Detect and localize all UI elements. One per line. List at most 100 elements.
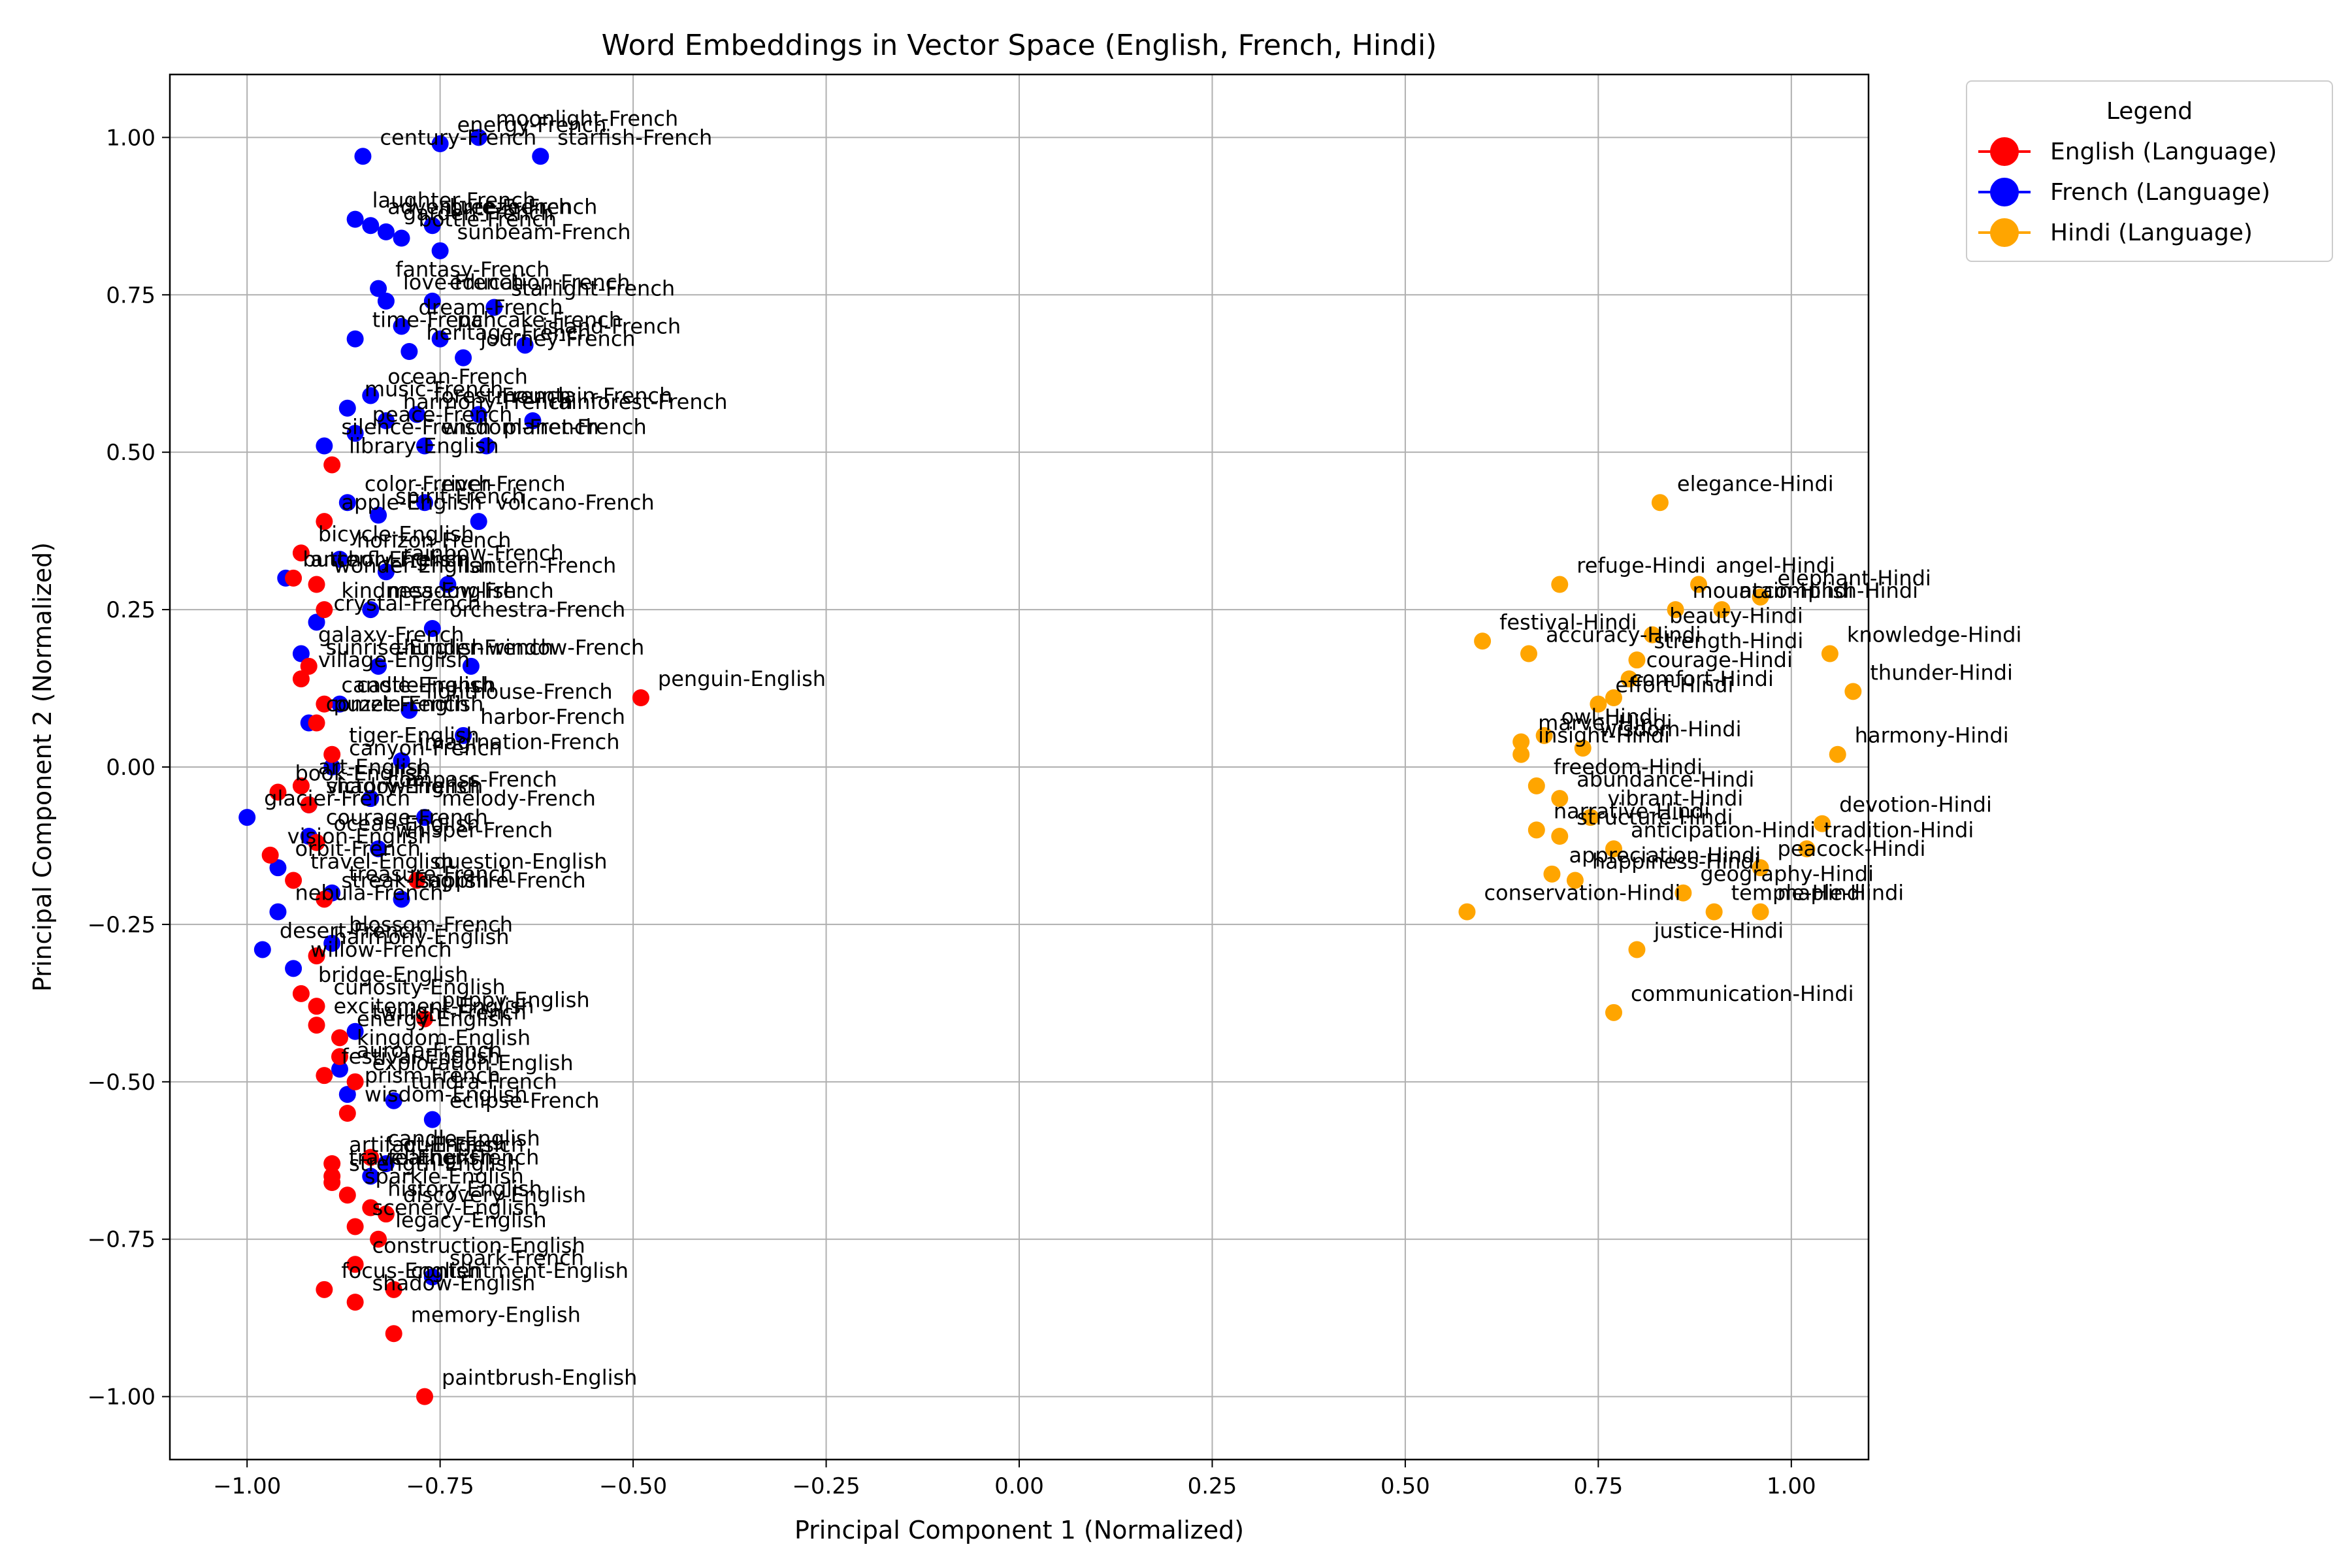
point-label: rainbow-French	[403, 540, 564, 565]
point-label: orbit-French	[295, 836, 420, 861]
data-point	[292, 777, 310, 794]
point-label: galaxy-French	[318, 623, 465, 647]
point-label: accomplish-Hindi	[1739, 578, 1918, 603]
point-label: wisdom-French	[442, 415, 599, 440]
data-point	[416, 1388, 433, 1405]
data-point	[408, 406, 426, 423]
data-point	[393, 752, 410, 770]
point-label: strength-Hindi	[1654, 629, 1803, 653]
point-label: marvel-Hindi	[1538, 710, 1672, 735]
data-point	[308, 714, 325, 732]
data-point	[370, 1230, 387, 1248]
data-point	[346, 1022, 364, 1040]
point-label: music-French	[365, 377, 504, 402]
data-point	[1458, 903, 1476, 921]
point-label: bridge-English	[318, 962, 468, 987]
data-point	[478, 437, 495, 455]
point-label: structure-Hindi	[1576, 805, 1733, 830]
point-label: planet-French	[504, 415, 647, 440]
point-label: mountain-French	[496, 383, 673, 408]
point-label: anchor-English	[310, 547, 465, 572]
point-label: vision-English	[287, 824, 431, 849]
point-label: sparkle-English	[365, 1164, 524, 1188]
data-point	[338, 1105, 356, 1122]
data-point	[308, 613, 325, 631]
data-point	[1605, 840, 1622, 858]
point-label: quill-French	[403, 1132, 524, 1157]
data-point	[323, 1174, 341, 1191]
point-label: tiger-English	[349, 723, 480, 748]
point-label: sunbeam-French	[457, 220, 631, 244]
data-point	[308, 834, 325, 851]
legend-entry-label: Hindi (Language)	[2050, 220, 2253, 246]
y-tick-label: 0.50	[106, 440, 155, 466]
point-label: comet-French	[326, 692, 469, 717]
data-point	[292, 544, 310, 562]
point-label: thunder-French	[395, 635, 553, 660]
point-label: horizon-French	[357, 528, 511, 553]
point-label: candle-English	[341, 673, 493, 698]
point-label: river-French	[442, 471, 566, 496]
point-label: focus-English	[341, 1258, 480, 1283]
point-label: island-French	[542, 314, 681, 338]
data-point	[308, 998, 325, 1015]
y-tick-label: 1.00	[106, 125, 155, 151]
point-label: legacy-English	[395, 1208, 547, 1233]
data-point	[346, 425, 364, 442]
point-label: harmony-French	[403, 389, 573, 414]
data-point	[393, 229, 410, 247]
data-point	[331, 551, 348, 568]
point-label: starfish-French	[557, 125, 712, 150]
data-point	[1844, 683, 1862, 700]
data-point	[370, 280, 387, 297]
data-point	[470, 129, 487, 146]
data-point	[524, 412, 542, 429]
point-label: insight-Hindi	[1538, 723, 1670, 748]
data-point	[470, 406, 487, 423]
legend-marker	[1990, 218, 2019, 247]
data-point	[462, 657, 480, 675]
y-tick-label: −0.75	[88, 1227, 155, 1253]
point-label: village-English	[318, 647, 470, 672]
point-label: appreciation-Hindi	[1569, 843, 1761, 868]
point-label: desert-French	[280, 918, 423, 943]
point-label: puzzle-English	[334, 692, 484, 717]
point-label: pancake-French	[457, 308, 622, 333]
point-label: curiosity-English	[334, 975, 506, 1000]
legend-entry-label: English (Language)	[2050, 139, 2277, 165]
data-point	[362, 790, 380, 808]
point-label: comfort-Hindi	[1631, 666, 1774, 691]
data-point	[238, 809, 256, 826]
point-label: travel-English	[310, 849, 454, 874]
x-tick-label: −0.25	[792, 1473, 860, 1499]
data-points	[238, 129, 1862, 1405]
point-label: shadow-English	[372, 1271, 536, 1296]
x-tick-label: 0.75	[1574, 1473, 1624, 1499]
point-label: ocean-French	[387, 364, 528, 389]
data-point	[338, 1086, 356, 1103]
point-label: tradition-Hindi	[1823, 817, 1974, 842]
data-point	[1527, 821, 1545, 839]
data-point	[292, 670, 310, 688]
point-label: travel-English	[349, 1145, 493, 1169]
data-point	[416, 1010, 433, 1028]
data-point	[408, 872, 426, 889]
data-point	[1814, 815, 1831, 832]
data-point	[300, 796, 318, 813]
data-point	[400, 702, 418, 719]
data-point	[416, 494, 433, 512]
point-label: festival-Hindi	[1499, 610, 1637, 634]
point-label: exploration-English	[372, 1051, 574, 1075]
x-tick-label: −0.75	[406, 1473, 474, 1499]
point-label: beauty-Hindi	[1669, 604, 1803, 629]
data-point	[346, 1294, 364, 1311]
point-label: festival-English	[341, 1044, 500, 1069]
data-point	[416, 437, 433, 455]
y-tick-label: 0.75	[106, 282, 155, 308]
data-point	[393, 318, 410, 335]
point-label: ocean-English	[334, 811, 480, 836]
point-label: candle-English	[387, 1126, 540, 1151]
data-point	[455, 727, 472, 744]
data-point	[346, 1218, 364, 1235]
